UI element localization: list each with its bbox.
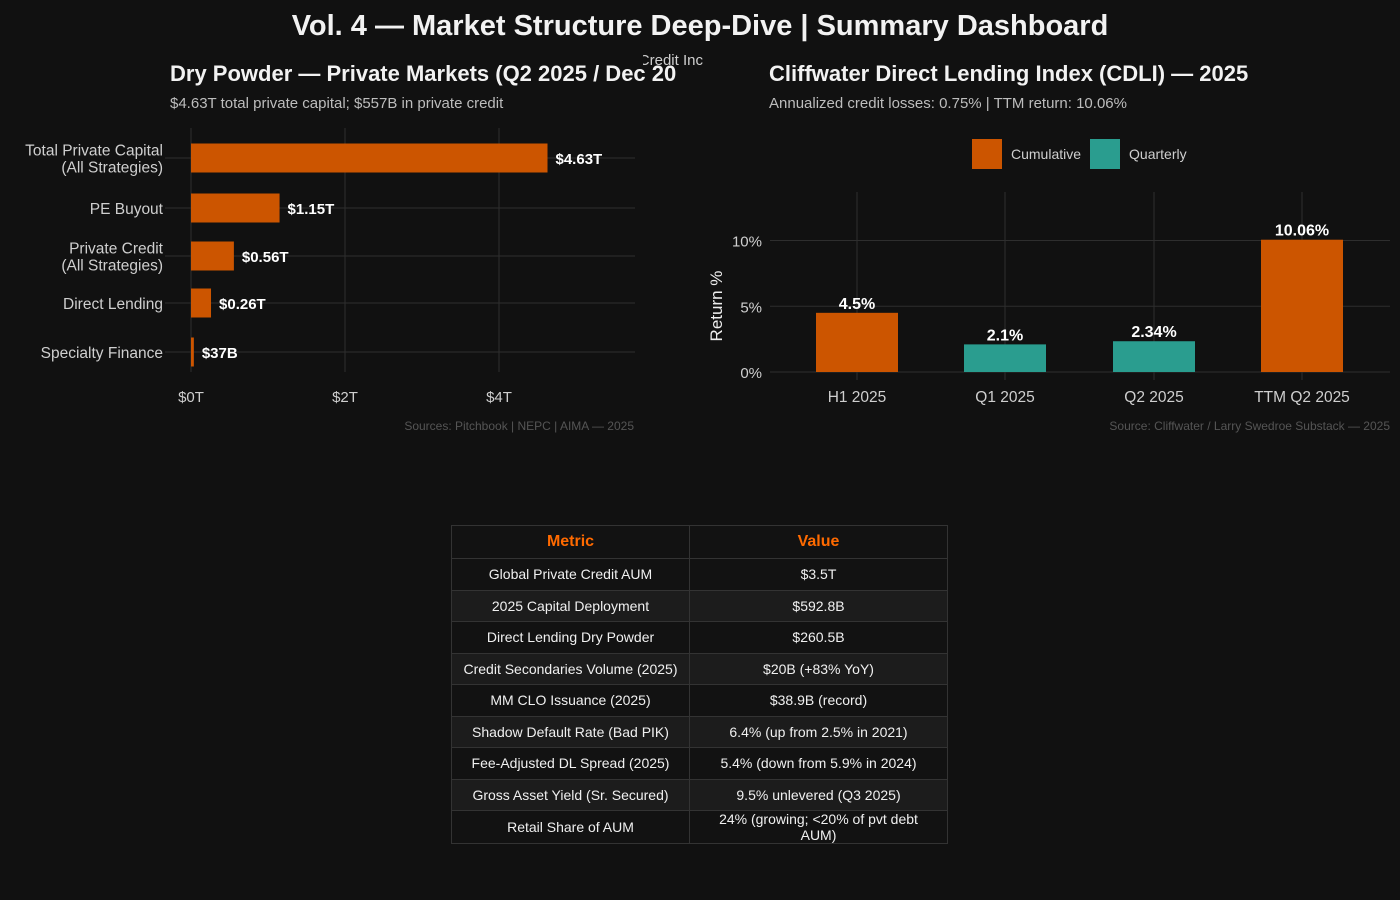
x-tick-label: Q2 2025 — [1124, 389, 1183, 406]
metric-cell: 2025 Capital Deployment — [451, 589, 690, 622]
category-label: Direct Lending — [63, 296, 163, 313]
data-label: $37B — [202, 345, 238, 362]
metric-cell: Shadow Default Rate (Bad PIK) — [451, 715, 690, 748]
dry-powder-chart-subtitle: $4.63T total private capital; $557B in p… — [170, 95, 504, 112]
y-tick-label: 10% — [732, 234, 762, 251]
cdli-y-axis-label: Return % — [707, 271, 726, 342]
bar — [964, 344, 1046, 372]
metric-cell: Credit Secondaries Volume (2025) — [451, 652, 690, 685]
value-cell: $592.8B — [689, 589, 948, 622]
legend-label-cumulative: Cumulative — [1011, 146, 1082, 162]
dry-powder-chart-title: Dry Powder — Private Markets (Q2 2025 / … — [170, 61, 677, 86]
metric-cell: Direct Lending Dry Powder — [451, 621, 690, 654]
data-label: $0.26T — [219, 296, 266, 313]
table-row: Gross Asset Yield (Sr. Secured) 9.5% unle… — [451, 778, 948, 811]
table-row: MM CLO Issuance (2025) $38.9B (record) — [451, 684, 948, 717]
x-tick-label: $2T — [332, 389, 358, 406]
data-label: $4.63T — [556, 151, 603, 168]
bar — [191, 143, 548, 173]
bar — [191, 288, 212, 318]
value-cell: $3.5T — [689, 558, 948, 591]
y-tick-label: 5% — [740, 299, 762, 316]
metric-cell: Retail Share of AUM — [451, 810, 690, 844]
metric-cell: Global Private Credit AUM — [451, 558, 690, 591]
cdli-legend: Cumulative Quarterly — [972, 139, 1196, 169]
table-row: Global Private Credit AUM $3.5T — [451, 558, 948, 591]
table-row: 2025 Capital Deployment $592.8B — [451, 589, 948, 622]
metric-cell: Gross Asset Yield (Sr. Secured) — [451, 778, 690, 811]
category-label: PE Buyout — [90, 201, 164, 218]
data-label: 2.1% — [987, 327, 1023, 344]
dry-powder-source-caption: Sources: Pitchbook | NEPC | AIMA — 2025 — [404, 419, 634, 433]
table-header-value: Value — [689, 525, 948, 559]
dry-powder-bar-chart: $4.63T $1.15T $0.56T $0.26T $37B Total Priva… — [25, 128, 635, 433]
cdli-chart-subtitle: Annualized credit losses: 0.75% | TTM re… — [769, 95, 1127, 112]
value-cell: 9.5% unlevered (Q3 2025) — [689, 778, 948, 811]
bar — [816, 312, 898, 372]
table-header-metric: Metric — [451, 525, 690, 559]
cdli-source-caption: Source: Cliffwater / Larry Swedroe Subst… — [1109, 419, 1390, 433]
y-tick-label: 0% — [740, 365, 762, 382]
overlapping-title-fragment: Credit Inc — [643, 52, 703, 69]
table-header-row: Metric Value — [451, 525, 948, 559]
cdli-bar-chart: 4.5% 2.1% 2.34% 10.06% 0% 5% 10% H1 2025 Q1 20… — [707, 192, 1390, 433]
data-label: 2.34% — [1131, 324, 1176, 341]
category-label: Private Credit (All Strategies) — [61, 241, 163, 275]
table-row: Fee-Adjusted DL Spread (2025) 5.4% (down … — [451, 747, 948, 780]
bar — [191, 337, 194, 367]
data-label: 4.5% — [839, 296, 875, 313]
table-row: Shadow Default Rate (Bad PIK) 6.4% (up fr… — [451, 715, 948, 748]
x-tick-label: Q1 2025 — [975, 389, 1034, 406]
legend-swatch-quarterly — [1090, 139, 1121, 169]
value-cell: $260.5B — [689, 621, 948, 654]
bar — [191, 241, 234, 271]
category-label: Total Private Capital (All Strategies) — [25, 143, 163, 177]
metrics-table: Metric Value Global Private Credit AUM $3… — [451, 525, 948, 844]
legend-label-quarterly: Quarterly — [1129, 146, 1187, 162]
value-cell: 5.4% (down from 5.9% in 2024) — [689, 747, 948, 780]
bar — [1261, 239, 1343, 372]
metric-cell: MM CLO Issuance (2025) — [451, 684, 690, 717]
x-tick-label: TTM Q2 2025 — [1254, 389, 1350, 406]
x-tick-label: $0T — [178, 389, 204, 406]
cdli-chart-title: Cliffwater Direct Lending Index (CDLI) —… — [769, 61, 1249, 86]
value-cell: $20B (+83% YoY) — [689, 652, 948, 685]
table-row: Credit Secondaries Volume (2025) $20B (+8… — [451, 652, 948, 685]
data-label: $1.15T — [288, 201, 335, 218]
bar — [191, 193, 280, 223]
value-cell: 6.4% (up from 2.5% in 2021) — [689, 715, 948, 748]
value-cell: $38.9B (record) — [689, 684, 948, 717]
data-label: $0.56T — [242, 249, 289, 266]
dashboard-title: Vol. 4 — Market Structure Deep-Dive | Su… — [291, 10, 1109, 42]
x-tick-label: $4T — [486, 389, 512, 406]
category-label: Specialty Finance — [41, 345, 163, 362]
value-cell: 24% (growing; <20% of pvt debt AUM) — [689, 810, 948, 844]
data-label: 10.06% — [1275, 223, 1329, 240]
metric-cell: Fee-Adjusted DL Spread (2025) — [451, 747, 690, 780]
legend-swatch-cumulative — [972, 139, 1002, 169]
table-row: Direct Lending Dry Powder $260.5B — [451, 621, 948, 654]
x-tick-label: H1 2025 — [828, 389, 887, 406]
table-row: Retail Share of AUM 24% (growing; <20% of… — [451, 810, 948, 844]
bar — [1113, 341, 1195, 372]
